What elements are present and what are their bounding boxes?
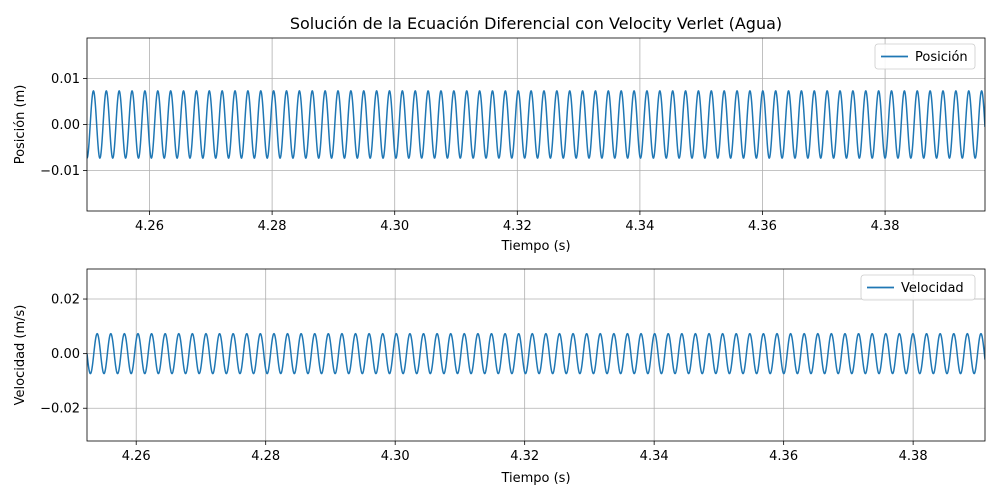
axes-frame <box>86 268 986 442</box>
y-tick-label: 0.00 <box>51 118 80 133</box>
legend-label: Posición <box>915 50 968 65</box>
y-axis-label: Velocidad (m/s) <box>13 305 28 406</box>
x-tick-label: 4.36 <box>748 219 777 234</box>
x-tick-label: 4.30 <box>380 219 409 234</box>
y-tick-label: 0.02 <box>51 293 80 308</box>
y-tick-label: −0.01 <box>40 164 80 179</box>
x-tick-label: 4.32 <box>510 449 539 464</box>
y-tick-label: −0.02 <box>40 402 80 417</box>
x-axis-label: Tiempo (s) <box>500 239 570 254</box>
velocity-subplot: 4.26 4.28 4.30 4.32 4.34 4.36 4.38 0.02 0.00 −0.0… <box>13 268 986 486</box>
legend-label: Velocidad <box>901 281 964 296</box>
x-tick-label: 4.26 <box>122 449 151 464</box>
legend: Posición <box>874 43 976 70</box>
series-line-posición <box>87 90 985 159</box>
x-tick-label: 4.38 <box>899 449 928 464</box>
legend: Velocidad <box>860 274 976 301</box>
y-tick-label: 0.00 <box>51 347 80 362</box>
x-tick-label: 4.36 <box>769 449 798 464</box>
legend-box <box>860 274 976 301</box>
x-tick-label: 4.32 <box>503 219 532 234</box>
x-tick-label: 4.38 <box>871 219 900 234</box>
x-tick-label: 4.30 <box>381 449 410 464</box>
y-axis-label: Posición (m) <box>13 85 28 165</box>
chart-title: Solución de la Ecuación Diferencial con … <box>290 14 782 33</box>
x-tick-label: 4.34 <box>640 449 669 464</box>
x-axis-label: Tiempo (s) <box>500 471 570 486</box>
x-tick-label: 4.28 <box>251 449 280 464</box>
x-tick-label: 4.34 <box>625 219 654 234</box>
legend-box <box>874 43 976 70</box>
y-tick-label: 0.01 <box>51 72 80 87</box>
series-line-velocidad <box>87 332 985 375</box>
position-subplot: 4.26 4.28 4.30 4.32 4.34 4.36 4.38 0.01 0.00 −0.0… <box>13 37 986 254</box>
x-tick-label: 4.28 <box>258 219 287 234</box>
x-tick-label: 4.26 <box>135 219 164 234</box>
